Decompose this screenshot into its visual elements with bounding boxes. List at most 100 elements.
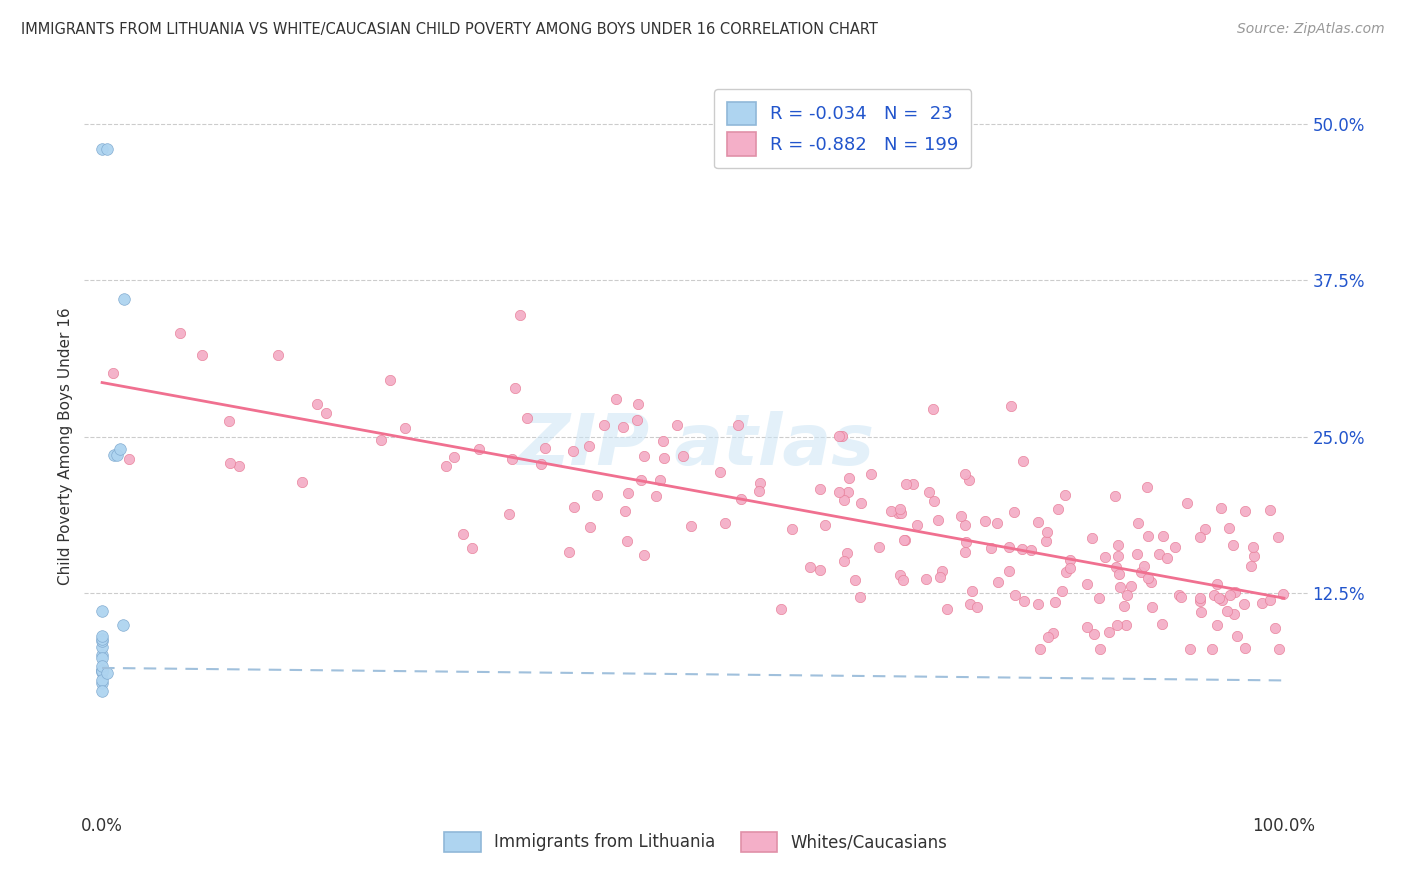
Point	[931, 564, 953, 578]
Point	[1222, 538, 1244, 552]
Point	[593, 418, 616, 433]
Point	[1042, 626, 1064, 640]
Text: IMMIGRANTS FROM LITHUANIA VS WHITE/CAUCASIAN CHILD POVERTY AMONG BOYS UNDER 16 C: IMMIGRANTS FROM LITHUANIA VS WHITE/CAUCA…	[21, 22, 877, 37]
Point	[1059, 561, 1081, 575]
Point	[832, 493, 855, 508]
Point	[927, 513, 949, 527]
Point	[1094, 549, 1116, 564]
Point	[828, 484, 851, 499]
Point	[1251, 596, 1274, 610]
Point	[918, 485, 941, 500]
Point	[780, 522, 803, 536]
Point	[1026, 515, 1049, 529]
Point	[1175, 496, 1198, 510]
Point	[749, 476, 772, 491]
Point	[1105, 618, 1128, 632]
Point	[1168, 588, 1191, 602]
Point	[997, 564, 1019, 578]
Point	[799, 559, 821, 574]
Point	[1202, 588, 1225, 602]
Point	[1137, 571, 1160, 585]
Point	[922, 402, 945, 417]
Point	[1036, 630, 1059, 644]
Point	[1035, 533, 1057, 548]
Point	[1211, 593, 1233, 607]
Point	[838, 471, 860, 485]
Point	[844, 573, 866, 587]
Point	[1188, 594, 1211, 608]
Point	[91, 632, 114, 647]
Point	[1136, 480, 1159, 494]
Point	[461, 541, 484, 555]
Point	[562, 443, 585, 458]
Point	[1243, 549, 1265, 563]
Point	[1170, 591, 1192, 605]
Point	[1189, 530, 1212, 544]
Point	[111, 618, 134, 632]
Point	[1241, 541, 1264, 555]
Point	[91, 648, 114, 662]
Point	[959, 597, 981, 611]
Point	[1219, 588, 1241, 602]
Point	[96, 665, 118, 680]
Point	[1129, 566, 1152, 580]
Point	[1211, 500, 1233, 515]
Point	[91, 650, 114, 665]
Point	[1201, 642, 1223, 657]
Point	[998, 540, 1021, 554]
Text: Source: ZipAtlas.com: Source: ZipAtlas.com	[1237, 22, 1385, 37]
Point	[562, 500, 585, 514]
Point	[808, 482, 831, 496]
Point	[957, 473, 980, 487]
Point	[891, 574, 914, 588]
Point	[169, 326, 191, 340]
Point	[468, 442, 491, 456]
Point	[973, 514, 995, 528]
Point	[91, 634, 114, 648]
Point	[101, 367, 124, 381]
Point	[1180, 642, 1202, 657]
Point	[578, 439, 600, 453]
Point	[1218, 521, 1240, 535]
Point	[616, 533, 638, 548]
Point	[1140, 599, 1163, 614]
Point	[1240, 558, 1263, 573]
Point	[1083, 627, 1105, 641]
Point	[1226, 629, 1249, 643]
Point	[1188, 591, 1211, 605]
Point	[91, 142, 114, 156]
Point	[645, 489, 668, 503]
Point	[1035, 525, 1057, 540]
Point	[103, 449, 125, 463]
Point	[267, 348, 290, 362]
Point	[503, 381, 526, 395]
Point	[769, 602, 792, 616]
Point	[652, 451, 675, 466]
Point	[112, 292, 135, 306]
Point	[1047, 501, 1070, 516]
Point	[837, 485, 859, 500]
Point	[890, 506, 912, 520]
Point	[633, 548, 655, 562]
Point	[648, 473, 671, 487]
Point	[91, 676, 114, 690]
Point	[516, 411, 538, 425]
Point	[950, 508, 973, 523]
Point	[1132, 558, 1154, 573]
Point	[935, 602, 957, 616]
Point	[1136, 529, 1159, 543]
Point	[1090, 642, 1112, 657]
Point	[714, 516, 737, 531]
Point	[1119, 579, 1142, 593]
Point	[730, 492, 752, 507]
Point	[1233, 640, 1256, 655]
Point	[1105, 560, 1128, 574]
Point	[1147, 547, 1170, 561]
Point	[1059, 553, 1081, 567]
Point	[928, 570, 950, 584]
Point	[118, 451, 141, 466]
Point	[1052, 583, 1074, 598]
Point	[834, 554, 856, 568]
Point	[605, 392, 627, 406]
Point	[1112, 599, 1135, 613]
